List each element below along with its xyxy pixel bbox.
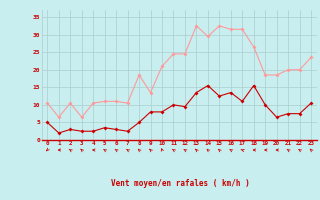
Text: Vent moyen/en rafales ( km/h ): Vent moyen/en rafales ( km/h ) (111, 179, 250, 188)
